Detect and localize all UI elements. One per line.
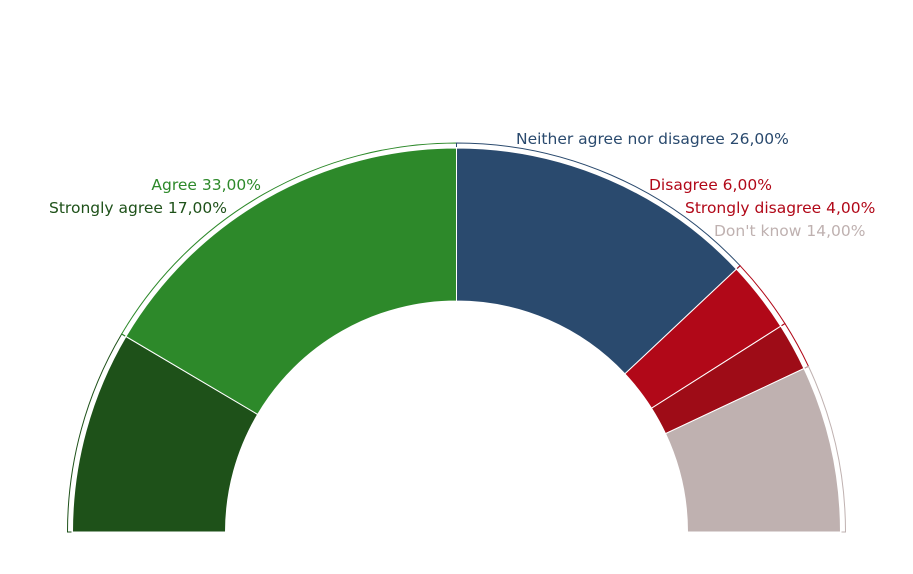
label-strongly-agree: Strongly agree 17,00%: [49, 199, 227, 217]
slices-group: [71, 147, 842, 533]
bracket-don-t-know: [804, 365, 847, 533]
slice-don-t-know: [664, 367, 842, 533]
label-don-t-know: Don't know 14,00%: [714, 222, 866, 240]
bracket-neither-agree-nor-disagree: [456, 142, 741, 269]
label-strongly-disagree: Strongly disagree 4,00%: [685, 199, 875, 217]
label-brackets-group: [66, 142, 847, 533]
label-disagree: Disagree 6,00%: [649, 176, 772, 194]
slice-neither-agree-nor-disagree: [456, 147, 738, 375]
slice-agree: [125, 147, 457, 416]
labels-group: Strongly agree 17,00% Agree 33,00% Neither…: [49, 130, 875, 240]
bracket-strongly-agree: [66, 333, 126, 533]
bracket-agree: [120, 142, 457, 337]
label-agree: Agree 33,00%: [151, 176, 261, 194]
label-neither-agree-nor-disagree: Neither agree nor disagree 26,00%: [516, 130, 789, 148]
